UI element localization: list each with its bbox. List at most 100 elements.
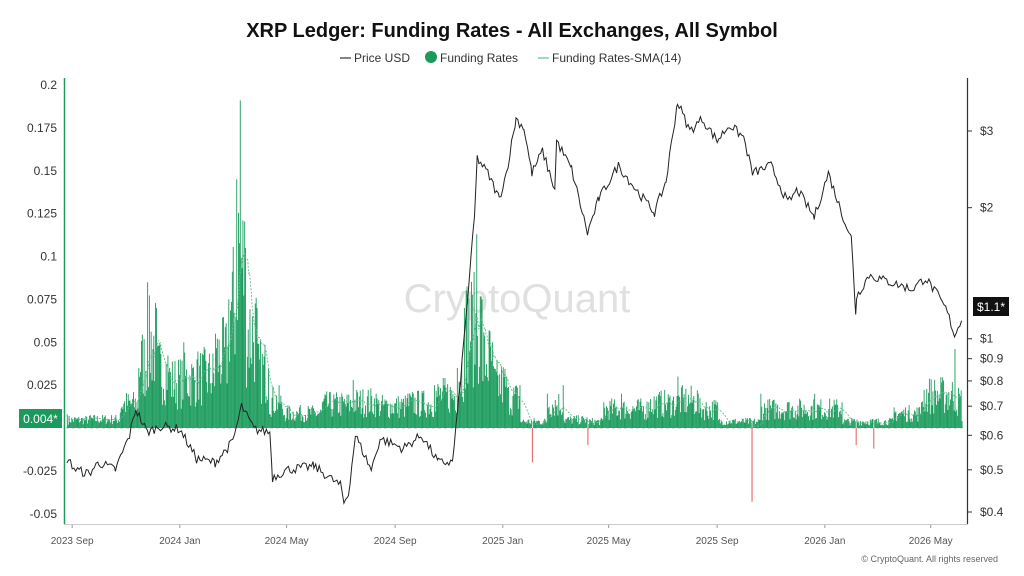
funding-bar [384,399,386,428]
funding-bar [445,387,447,428]
funding-bar [385,401,387,428]
funding-bar [382,405,384,428]
funding-bar [180,408,182,428]
funding-bar [906,421,907,428]
legend-sma-label[interactable]: Funding Rates-SMA(14) [552,51,681,65]
funding-bar [328,392,330,428]
funding-bar [255,297,257,428]
funding-bar [731,423,733,428]
funding-bar [501,402,503,428]
funding-bar [888,420,890,428]
funding-bar [211,382,213,428]
funding-bar [942,377,944,428]
x-tick-label: 2023 Sep [51,536,94,547]
funding-bar [269,414,271,428]
funding-bar [817,405,819,428]
funding-bar [861,425,862,428]
funding-bar [711,417,712,428]
funding-bar [441,400,442,428]
funding-bar [394,403,396,428]
funding-bar [809,415,811,428]
funding-bar [771,401,773,428]
funding-bar [950,399,952,428]
funding-bar [953,410,955,428]
funding-bar [516,387,518,428]
funding-bar [700,408,702,428]
legend-funding-label[interactable]: Funding Rates [440,51,518,65]
funding-bar [540,423,542,428]
funding-bar [101,421,103,428]
funding-bar [464,388,466,428]
funding-bar [909,418,911,428]
funding-bar [840,414,842,428]
funding-bar [631,410,633,428]
funding-bar [846,419,848,428]
funding-bar [812,419,814,428]
funding-bar [508,386,509,428]
funding-bar [490,346,492,428]
funding-bar [469,351,471,428]
funding-bar [834,405,836,428]
funding-bar [401,399,403,428]
funding-bar [855,428,857,446]
funding-bar [751,428,753,502]
funding-bar [547,408,549,428]
funding-bar [659,396,661,428]
funding-bar [116,419,118,428]
funding-bar [775,403,777,428]
funding-bar [505,386,507,428]
funding-bar [316,415,318,428]
funding-bar [284,421,286,428]
funding-bar [496,360,498,428]
watermark: CryptoQuant [404,277,631,321]
funding-bar [499,374,501,428]
legend-price-label[interactable]: Price USD [354,51,410,65]
funding-bar [458,381,460,428]
funding-bar [507,388,509,428]
funding-bar [349,411,351,428]
funding-bar [798,416,800,428]
funding-bar [600,417,602,428]
funding-bar [522,421,524,428]
funding-bar [876,422,878,428]
funding-bar [811,405,813,428]
right-tick-label: $0.7 [980,399,1004,413]
funding-bar [289,406,291,428]
funding-bar [336,397,338,428]
funding-bar [244,221,246,428]
funding-bar [328,405,329,428]
funding-bar [375,393,377,428]
funding-bar [591,418,593,428]
current-funding-badge: 0.004* [19,409,62,428]
funding-bar [634,408,636,428]
funding-bar [955,411,957,428]
funding-bar [546,393,548,428]
funding-bar [110,422,112,428]
funding-bar [87,423,89,428]
funding-bar [381,401,382,428]
funding-bar [587,428,589,446]
funding-bar [173,389,175,428]
funding-bar [831,406,833,428]
funding-bar [636,400,638,428]
funding-bar [769,399,771,428]
funding-bar [552,404,554,428]
funding-bar [570,418,572,428]
right-tick-label: $1 [980,332,994,346]
funding-bar [322,401,324,428]
funding-bar [574,416,576,428]
funding-bar [391,404,393,428]
funding-bar [73,417,75,428]
funding-bar [865,421,867,428]
funding-bar [636,406,637,428]
funding-bar [199,365,201,428]
funding-bar [897,415,899,428]
funding-bar [606,406,607,428]
funding-bar [318,413,320,428]
funding-bar [928,392,929,428]
funding-bar [217,372,219,428]
funding-bar [669,395,671,428]
funding-bar [219,364,221,428]
funding-bar [723,424,725,428]
funding-bar [519,385,521,428]
